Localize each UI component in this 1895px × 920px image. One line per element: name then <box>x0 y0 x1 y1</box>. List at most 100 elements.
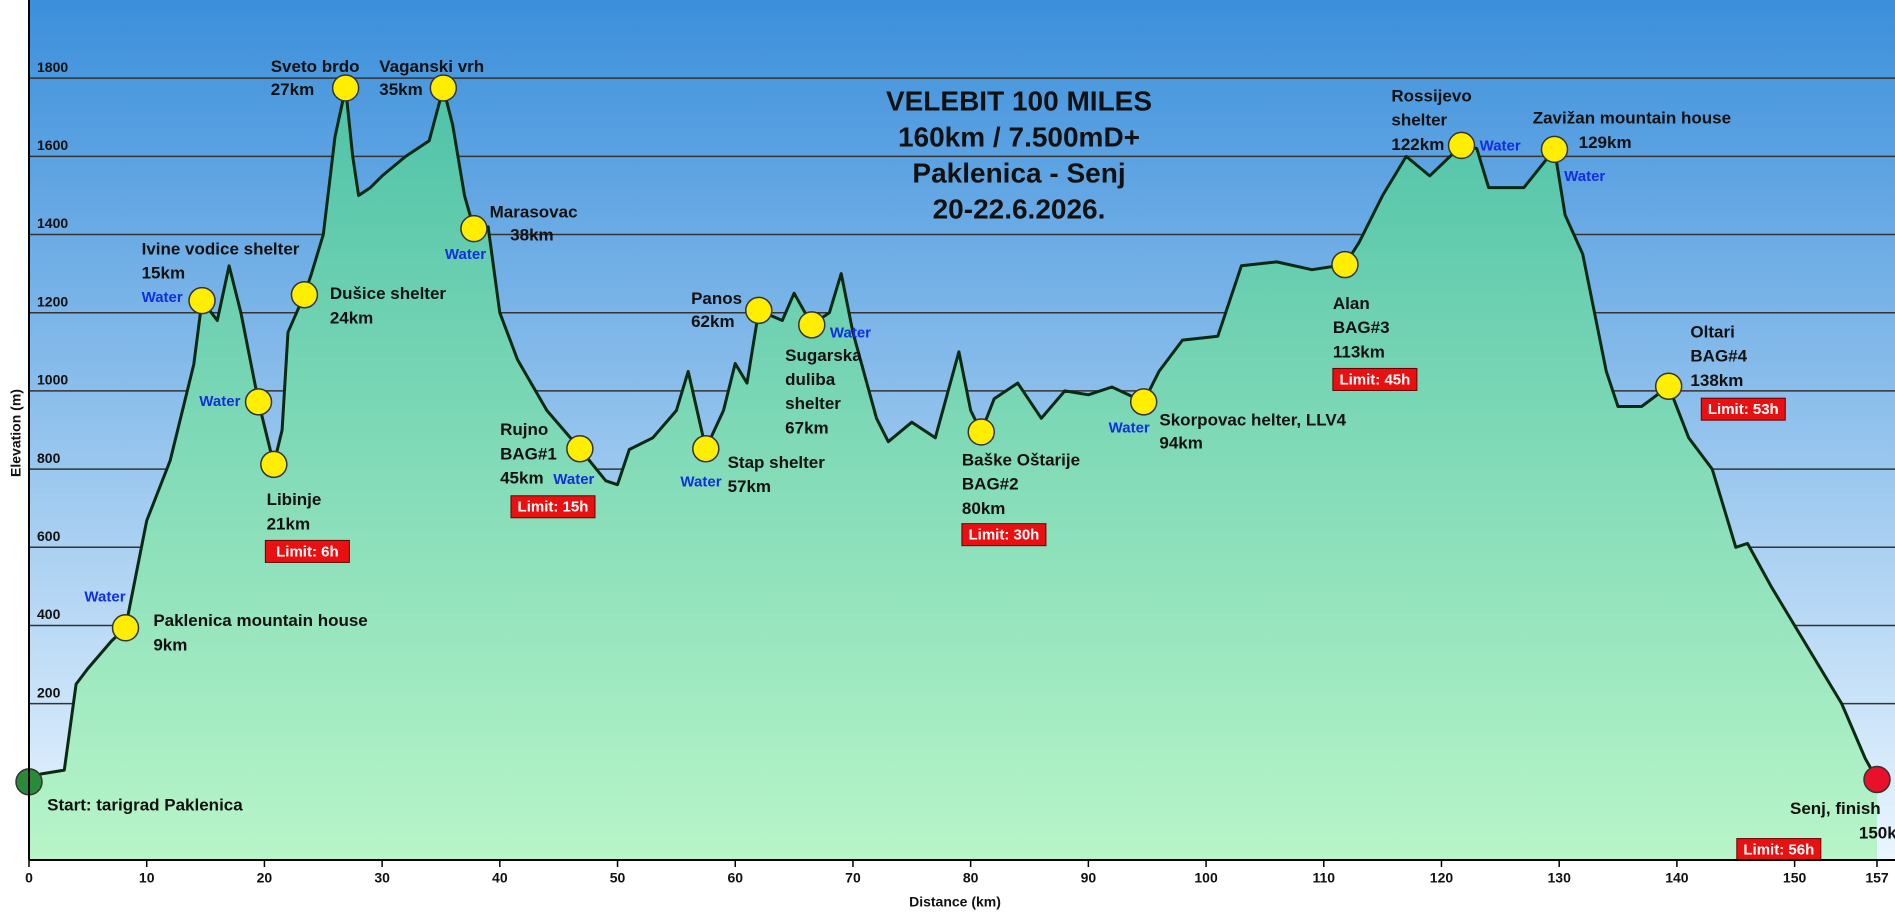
title: VELEBIT 100 MILES <box>886 85 1152 116</box>
waypoint-label: 24km <box>330 308 373 327</box>
limit-label: Limit: 15h <box>518 499 589 516</box>
waypoint-label: Baške Oštarije <box>962 450 1080 469</box>
waypoint-label: 45km <box>500 468 543 487</box>
waypoint-label: Sveto brdo <box>271 57 360 76</box>
waypoint-label: Marasovac <box>490 202 578 221</box>
x-tick-label: 157 <box>1865 870 1889 886</box>
waypoint-marker <box>111 614 140 642</box>
waypoint-marker <box>745 296 773 325</box>
x-tick-label: 50 <box>610 870 626 886</box>
waypoint-marker <box>692 435 720 463</box>
waypoint-marker <box>260 450 288 479</box>
waypoint-marker <box>1654 372 1683 400</box>
water-label: Water <box>1109 419 1150 436</box>
waypoint-label: Panos <box>691 289 742 308</box>
y-tick-label: 1800 <box>37 59 68 75</box>
limit-box <box>510 495 596 519</box>
x-tick-label: 30 <box>374 870 390 886</box>
waypoint-label: 80km <box>962 499 1005 518</box>
x-tick-label: 0 <box>25 870 33 886</box>
waypoint-label: 62km <box>691 312 734 331</box>
waypoint-marker <box>331 74 360 102</box>
waypoint-label: Skorpovac helter, LLV4 <box>1159 411 1346 430</box>
x-tick-label: 140 <box>1665 870 1689 886</box>
waypoint-label: shelter <box>785 394 841 413</box>
waypoint-label: BAG#1 <box>500 444 557 463</box>
waypoint-marker <box>1863 765 1891 794</box>
waypoint-label: 113km <box>1333 342 1385 361</box>
x-tick-label: 10 <box>139 870 155 886</box>
title: Paklenica - Senj <box>912 157 1125 188</box>
waypoint-label: 9km <box>153 635 187 654</box>
waypoint-marker <box>1447 131 1476 160</box>
waypoint-label: Senj, finish <box>1790 799 1881 818</box>
waypoint-label: Paklenica mountain house <box>153 611 367 630</box>
waypoint-label: 150km <box>1859 823 1895 842</box>
waypoint-marker <box>429 74 458 102</box>
limit-box <box>1700 397 1786 421</box>
limit-box <box>264 539 350 563</box>
waypoint-label: Rossijevo <box>1391 87 1471 106</box>
waypoint-marker <box>1331 250 1359 279</box>
waypoint-label: Zavižan mountain house <box>1533 109 1731 128</box>
waypoint-label: 94km <box>1159 434 1202 453</box>
waypoint-label: 15km <box>142 264 185 283</box>
waypoint-label: 27km <box>271 80 314 99</box>
waypoint-label: Oltari <box>1690 323 1734 342</box>
waypoint-marker <box>460 214 488 243</box>
waypoint-label: Start: tarigrad Paklenica <box>47 795 243 814</box>
x-tick-label: 40 <box>492 870 508 886</box>
waypoint-label: shelter <box>1391 111 1447 130</box>
y-tick-label: 400 <box>37 606 61 622</box>
x-tick-label: 150 <box>1783 870 1807 886</box>
waypoint-label: BAG#4 <box>1690 347 1747 366</box>
water-label: Water <box>830 324 871 341</box>
y-tick-label: 1200 <box>37 293 68 309</box>
waypoint-label: Libinje <box>267 490 322 509</box>
y-tick-label: 200 <box>37 684 61 700</box>
x-tick-label: 130 <box>1548 870 1572 886</box>
waypoint-label: Rujno <box>500 420 548 439</box>
waypoint-marker <box>244 388 273 416</box>
waypoint-label: Alan <box>1333 294 1370 313</box>
water-label: Water <box>199 393 240 410</box>
water-label: Water <box>1564 168 1605 185</box>
y-tick-label: 1600 <box>37 137 68 153</box>
y-tick-label: 800 <box>37 450 61 466</box>
limit-box <box>1332 367 1418 391</box>
waypoint-label: BAG#2 <box>962 475 1019 494</box>
x-tick-label: 80 <box>963 870 979 886</box>
area-fill <box>29 88 1877 860</box>
water-label: Water <box>553 471 594 488</box>
waypoint-marker <box>188 286 216 315</box>
x-tick-label: 110 <box>1312 870 1335 886</box>
waypoint-marker <box>1129 388 1158 416</box>
water-label: Water <box>1480 138 1521 155</box>
title: 160km / 7.500mD+ <box>898 121 1140 152</box>
x-tick-label: 20 <box>257 870 273 886</box>
y-axis-label: Elevation (m) <box>8 389 24 477</box>
limit-label: Limit: 45h <box>1339 371 1410 388</box>
water-label: Water <box>680 474 721 491</box>
x-tick-label: 70 <box>845 870 861 886</box>
title: 20-22.6.2026. <box>933 193 1106 224</box>
waypoint-label: 35km <box>379 80 422 99</box>
waypoint-marker <box>967 418 995 446</box>
waypoint-marker <box>290 280 319 309</box>
waypoint-label: 122km <box>1391 135 1444 154</box>
limit-label: Limit: 56h <box>1743 842 1814 859</box>
limit-label: Limit: 6h <box>276 543 339 560</box>
waypoint-marker <box>566 435 594 463</box>
y-tick-label: 1400 <box>37 215 68 231</box>
x-tick-label: 60 <box>727 870 743 886</box>
x-axis-label: Distance (km) <box>909 894 1001 910</box>
x-tick-label: 100 <box>1194 870 1218 886</box>
waypoint-label: BAG#3 <box>1333 318 1390 337</box>
y-tick-label: 600 <box>37 528 61 544</box>
water-label: Water <box>142 289 183 306</box>
waypoint-label: 21km <box>267 514 310 533</box>
waypoint-label: duliba <box>785 370 836 389</box>
waypoint-label: Vaganski vrh <box>379 57 484 76</box>
waypoint-label: 67km <box>785 418 828 437</box>
